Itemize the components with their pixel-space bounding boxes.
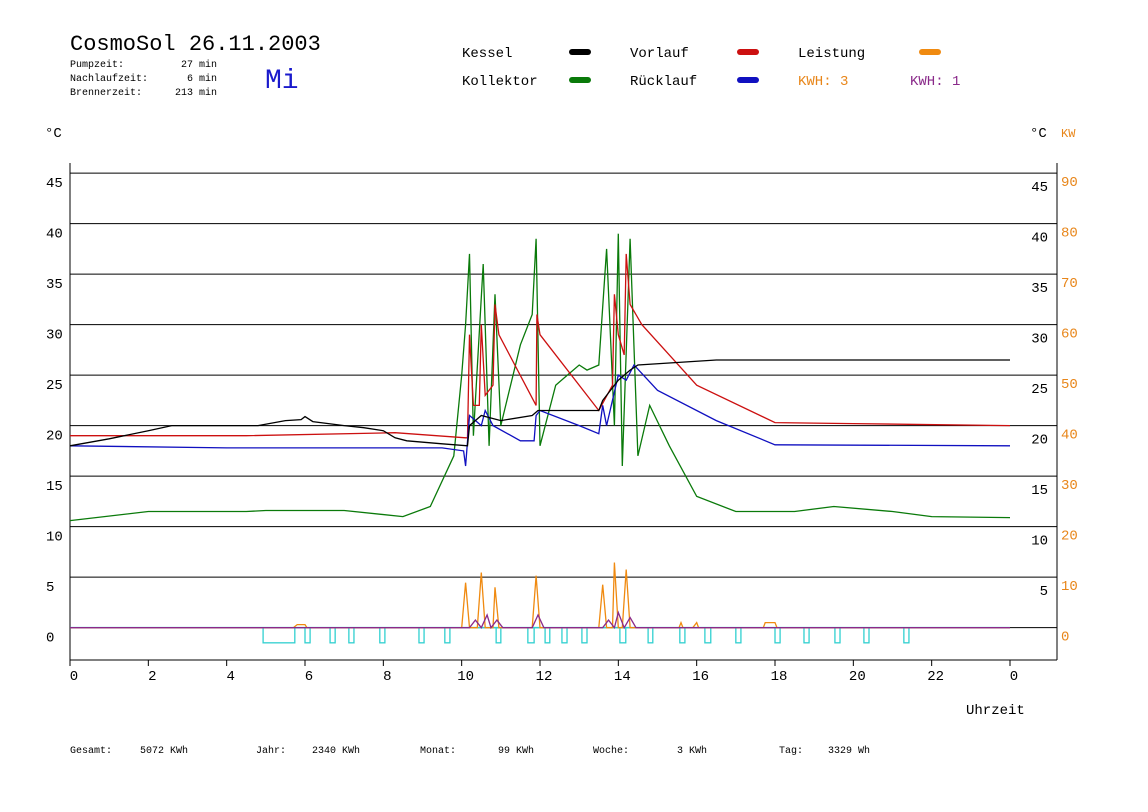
x-tick-label: 18 <box>771 669 788 685</box>
x-tick-label: 0 <box>70 669 78 685</box>
x-tick-label: 12 <box>536 669 553 685</box>
series-line <box>69 359 1010 447</box>
legend-label: Vorlauf <box>630 46 689 62</box>
y-tick-label: 30 <box>46 328 63 344</box>
x-tick-label: 10 <box>457 669 474 685</box>
legend-label: Rücklauf <box>630 74 697 90</box>
x-tick-label: 6 <box>305 669 313 685</box>
y-tick-label: 5 <box>46 580 54 596</box>
stat-value: 6 min <box>187 73 217 85</box>
stat-label: Brennerzeit: <box>70 87 142 99</box>
legend-label: Kollektor <box>462 74 538 90</box>
x-tick-label: 20 <box>849 669 866 685</box>
y2-tick-label: 50 <box>1061 377 1078 393</box>
y-tick-label: 40 <box>46 227 63 243</box>
x-tick-label: 2 <box>148 669 156 685</box>
footer-value: 2340 KWh <box>312 745 360 757</box>
y2-tick-label: 70 <box>1061 276 1078 292</box>
y2-tick-label: 30 <box>1061 478 1078 494</box>
y-unit: °C <box>45 126 62 142</box>
footer-label: Monat: <box>420 746 456 757</box>
right-y-tick-label: 35 <box>1031 281 1048 297</box>
y2-tick-label: 40 <box>1061 428 1078 444</box>
right-y-tick-label: 15 <box>1031 483 1048 499</box>
footer-label: Woche: <box>593 745 629 757</box>
kwh-label: KWH: 3 <box>798 74 848 90</box>
y2-tick-label: 60 <box>1061 327 1078 343</box>
y-tick-label: 35 <box>46 277 63 293</box>
series-line <box>69 363 1011 467</box>
y-tick-label: 0 <box>46 631 54 647</box>
title: CosmoSol 26.11.2003 <box>70 32 321 57</box>
legend-label: Kessel <box>462 46 512 62</box>
y2-tick-label: 90 <box>1061 175 1078 191</box>
series-line <box>70 562 1010 629</box>
right-y-tick-label: 30 <box>1031 332 1048 348</box>
right-y-unit: °C <box>1030 126 1047 142</box>
x-axis-label: Uhrzeit <box>966 703 1025 719</box>
y-tick-label: 25 <box>46 378 63 394</box>
right-y-tick-label: 45 <box>1031 180 1048 196</box>
x-tick-label: 14 <box>614 669 631 685</box>
x-tick-label: 16 <box>692 669 709 685</box>
footer-label: Tag: <box>779 746 803 757</box>
stat-value: 27 min <box>181 59 217 71</box>
x-tick-label: 8 <box>383 669 391 685</box>
stat-label: Nachlaufzeit: <box>70 73 148 85</box>
footer-value: 99 KWh <box>498 745 534 757</box>
footer-value: 3 KWh <box>677 745 707 757</box>
x-tick-label: 4 <box>226 669 234 685</box>
y-tick-label: 20 <box>46 429 63 445</box>
legend-label: KWH: 1 <box>910 74 960 90</box>
stat-value: 213 min <box>175 87 217 99</box>
footer-value: 3329 Wh <box>828 745 870 757</box>
right-y-tick-label: 20 <box>1031 433 1048 449</box>
y2-tick-label: 0 <box>1061 630 1069 646</box>
series-line <box>70 253 1011 439</box>
x-tick-label: 0 <box>1010 669 1018 685</box>
right-y-tick-label: 25 <box>1031 382 1048 398</box>
y2-tick-label: 20 <box>1061 529 1078 545</box>
footer-value: 5072 KWh <box>140 745 188 757</box>
y2-tick-label: 80 <box>1061 226 1078 242</box>
y2-tick-label: 10 <box>1061 579 1078 595</box>
series-line <box>69 233 1011 522</box>
weekday: Mi <box>265 66 299 97</box>
footer-label: Jahr: <box>256 745 286 757</box>
y-tick-label: 10 <box>46 530 63 546</box>
y-tick-label: 45 <box>46 176 63 192</box>
series-line <box>70 610 1010 630</box>
footer-label: Gesamt: <box>70 746 112 757</box>
x-tick-label: 22 <box>927 669 944 685</box>
right-y-tick-label: 10 <box>1031 534 1048 550</box>
legend-label: Leistung <box>798 46 865 62</box>
stat-label: Pumpzeit: <box>70 59 124 71</box>
y-tick-label: 15 <box>46 479 63 495</box>
right-y-tick-label: 5 <box>1040 584 1048 600</box>
y2-unit: KW <box>1061 127 1076 141</box>
right-y-tick-label: 40 <box>1031 231 1048 247</box>
